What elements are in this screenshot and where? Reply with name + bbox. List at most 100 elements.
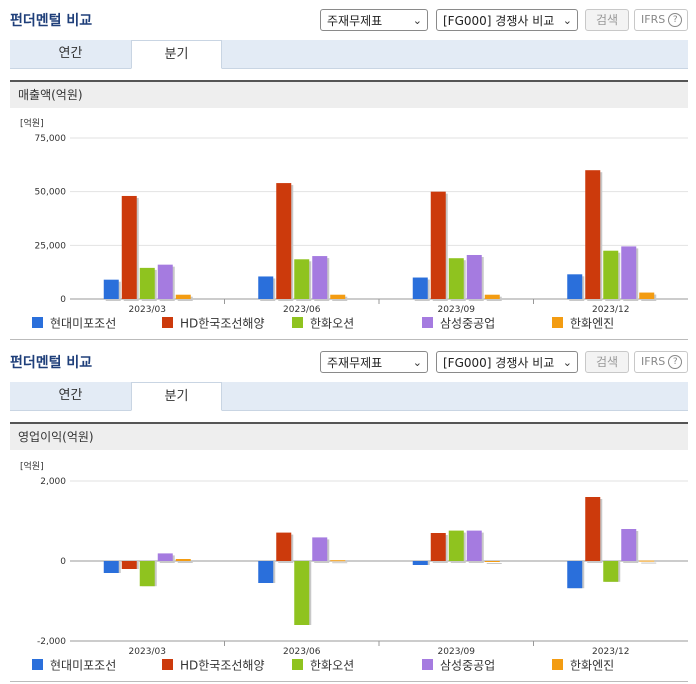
bar-4-1[interactable] xyxy=(330,560,346,562)
y-tick-label: 2,000 xyxy=(40,477,66,487)
y-unit-label: [억원] xyxy=(20,460,44,472)
legend-label: 한화엔진 xyxy=(570,316,615,331)
bar-1-3[interactable] xyxy=(585,170,601,299)
chart-subtitle: 영업이익(억원) xyxy=(10,424,688,450)
bar-shadow xyxy=(177,561,193,563)
bar-2-3[interactable] xyxy=(603,250,619,299)
legend-label: HD한국조선해양 xyxy=(180,658,265,673)
legend-swatch xyxy=(162,659,173,670)
fundamental-panel-operating-profit: 펀더멘털 비교 주재무제표 ⌄ [FG000] 경쟁사 비교 ⌄ 검색 IFRS… xyxy=(0,342,696,684)
legend-label: 한화엔진 xyxy=(570,658,615,673)
legend-swatch xyxy=(292,659,303,670)
bar-0-3[interactable] xyxy=(567,274,583,299)
y-tick-label: 75,000 xyxy=(35,134,67,144)
bar-4-0[interactable] xyxy=(175,559,191,561)
tab-annual[interactable]: 연간 xyxy=(58,388,83,403)
legend-label: 현대미포조선 xyxy=(50,658,117,673)
legend-item[interactable]: 삼성중공업 xyxy=(422,656,495,674)
bar-2-1[interactable] xyxy=(294,561,310,625)
bar-3-1[interactable] xyxy=(312,256,328,299)
x-tick-label: 2023/03 xyxy=(129,647,166,657)
bar-1-0[interactable] xyxy=(121,195,137,299)
bar-2-2[interactable] xyxy=(448,258,464,299)
bar-0-0[interactable] xyxy=(103,279,119,299)
ifrs-help-button[interactable]: IFRS? xyxy=(634,9,688,31)
y-tick-label: 25,000 xyxy=(35,241,67,251)
tab-annual[interactable]: 연간 xyxy=(58,46,83,61)
legend-label: 삼성중공업 xyxy=(440,658,496,673)
chevron-down-icon: ⌄ xyxy=(412,14,422,27)
bar-4-2[interactable] xyxy=(484,561,500,562)
bar-3-1[interactable] xyxy=(312,537,328,561)
bar-2-0[interactable] xyxy=(139,561,155,587)
peer-group-select[interactable]: [FG000] 경쟁사 비교 ⌄ xyxy=(436,9,578,31)
chart-subtitle: 매출액(억원) xyxy=(10,82,688,108)
bar-0-3[interactable] xyxy=(567,561,583,589)
chart-legend: 현대미포조선 HD한국조선해양 한화오션 삼성중공업 한화엔진 xyxy=(10,314,688,332)
legend-item[interactable]: HD한국조선해양 xyxy=(162,656,265,674)
bar-4-0[interactable] xyxy=(175,294,191,299)
tab-quarterly[interactable]: 분기 xyxy=(131,382,222,411)
bar-1-1[interactable] xyxy=(276,532,292,561)
bar-0-2[interactable] xyxy=(412,277,428,299)
x-tick-label: 2023/12 xyxy=(592,647,629,657)
chevron-down-icon: ⌄ xyxy=(562,356,572,369)
statement-type-value: 주재무제표 xyxy=(327,14,383,28)
tab-quarterly[interactable]: 분기 xyxy=(131,40,222,69)
bar-0-1[interactable] xyxy=(258,561,274,583)
bar-shadow xyxy=(641,562,657,564)
legend-item[interactable]: 한화엔진 xyxy=(552,656,614,674)
period-tabs: 연간 분기 xyxy=(10,40,688,69)
legend-item[interactable]: 현대미포조선 xyxy=(32,314,116,332)
bar-1-3[interactable] xyxy=(585,497,601,561)
bar-4-3[interactable] xyxy=(639,560,655,562)
bar-2-3[interactable] xyxy=(603,561,619,582)
chevron-down-icon: ⌄ xyxy=(562,14,572,27)
peer-group-select[interactable]: [FG000] 경쟁사 비교 ⌄ xyxy=(436,351,578,373)
bar-3-2[interactable] xyxy=(466,254,482,299)
legend-label: HD한국조선해양 xyxy=(180,316,265,331)
x-tick-label: 2023/03 xyxy=(129,305,166,315)
bar-0-1[interactable] xyxy=(258,276,274,299)
bar-1-2[interactable] xyxy=(430,191,446,299)
bar-4-2[interactable] xyxy=(484,294,500,299)
statement-type-select[interactable]: 주재무제표 ⌄ xyxy=(320,351,428,373)
bar-3-3[interactable] xyxy=(621,246,637,299)
peer-group-value: [FG000] 경쟁사 비교 xyxy=(443,356,555,370)
legend-swatch xyxy=(552,317,563,328)
bar-4-3[interactable] xyxy=(639,292,655,299)
bar-1-2[interactable] xyxy=(430,533,446,561)
legend-item[interactable]: 삼성중공업 xyxy=(422,314,495,332)
ifrs-help-button[interactable]: IFRS? xyxy=(634,351,688,373)
bar-1-0[interactable] xyxy=(121,561,137,569)
bar-0-0[interactable] xyxy=(103,561,119,573)
legend-item[interactable]: HD한국조선해양 xyxy=(162,314,265,332)
bar-2-0[interactable] xyxy=(139,267,155,299)
bar-2-2[interactable] xyxy=(448,530,464,561)
chart-legend: 현대미포조선 HD한국조선해양 한화오션 삼성중공업 한화엔진 xyxy=(10,656,688,674)
bar-4-1[interactable] xyxy=(330,294,346,299)
bar-3-2[interactable] xyxy=(466,530,482,561)
search-button[interactable]: 검색 xyxy=(585,351,629,373)
legend-label: 현대미포조선 xyxy=(50,316,117,331)
legend-item[interactable]: 한화엔진 xyxy=(552,314,614,332)
legend-item[interactable]: 한화오션 xyxy=(292,314,354,332)
legend-item[interactable]: 현대미포조선 xyxy=(32,656,116,674)
fundamental-panel-revenue: 펀더멘털 비교 주재무제표 ⌄ [FG000] 경쟁사 비교 ⌄ 검색 IFRS… xyxy=(10,9,688,340)
bar-3-0[interactable] xyxy=(157,553,173,561)
legend-swatch xyxy=(32,659,43,670)
bar-3-3[interactable] xyxy=(621,529,637,561)
statement-type-select[interactable]: 주재무제표 ⌄ xyxy=(320,9,428,31)
x-tick-label: 2023/09 xyxy=(438,305,476,315)
legend-item[interactable]: 한화오션 xyxy=(292,656,354,674)
search-button[interactable]: 검색 xyxy=(585,9,629,31)
bar-0-2[interactable] xyxy=(412,561,428,565)
y-tick-label: -2,000 xyxy=(37,637,66,647)
bar-2-1[interactable] xyxy=(294,259,310,299)
chevron-down-icon: ⌄ xyxy=(412,356,422,369)
bar-1-1[interactable] xyxy=(276,183,292,299)
bar-shadow xyxy=(332,562,348,564)
legend-swatch xyxy=(422,317,433,328)
bar-shadow xyxy=(486,563,502,564)
bar-3-0[interactable] xyxy=(157,264,173,299)
